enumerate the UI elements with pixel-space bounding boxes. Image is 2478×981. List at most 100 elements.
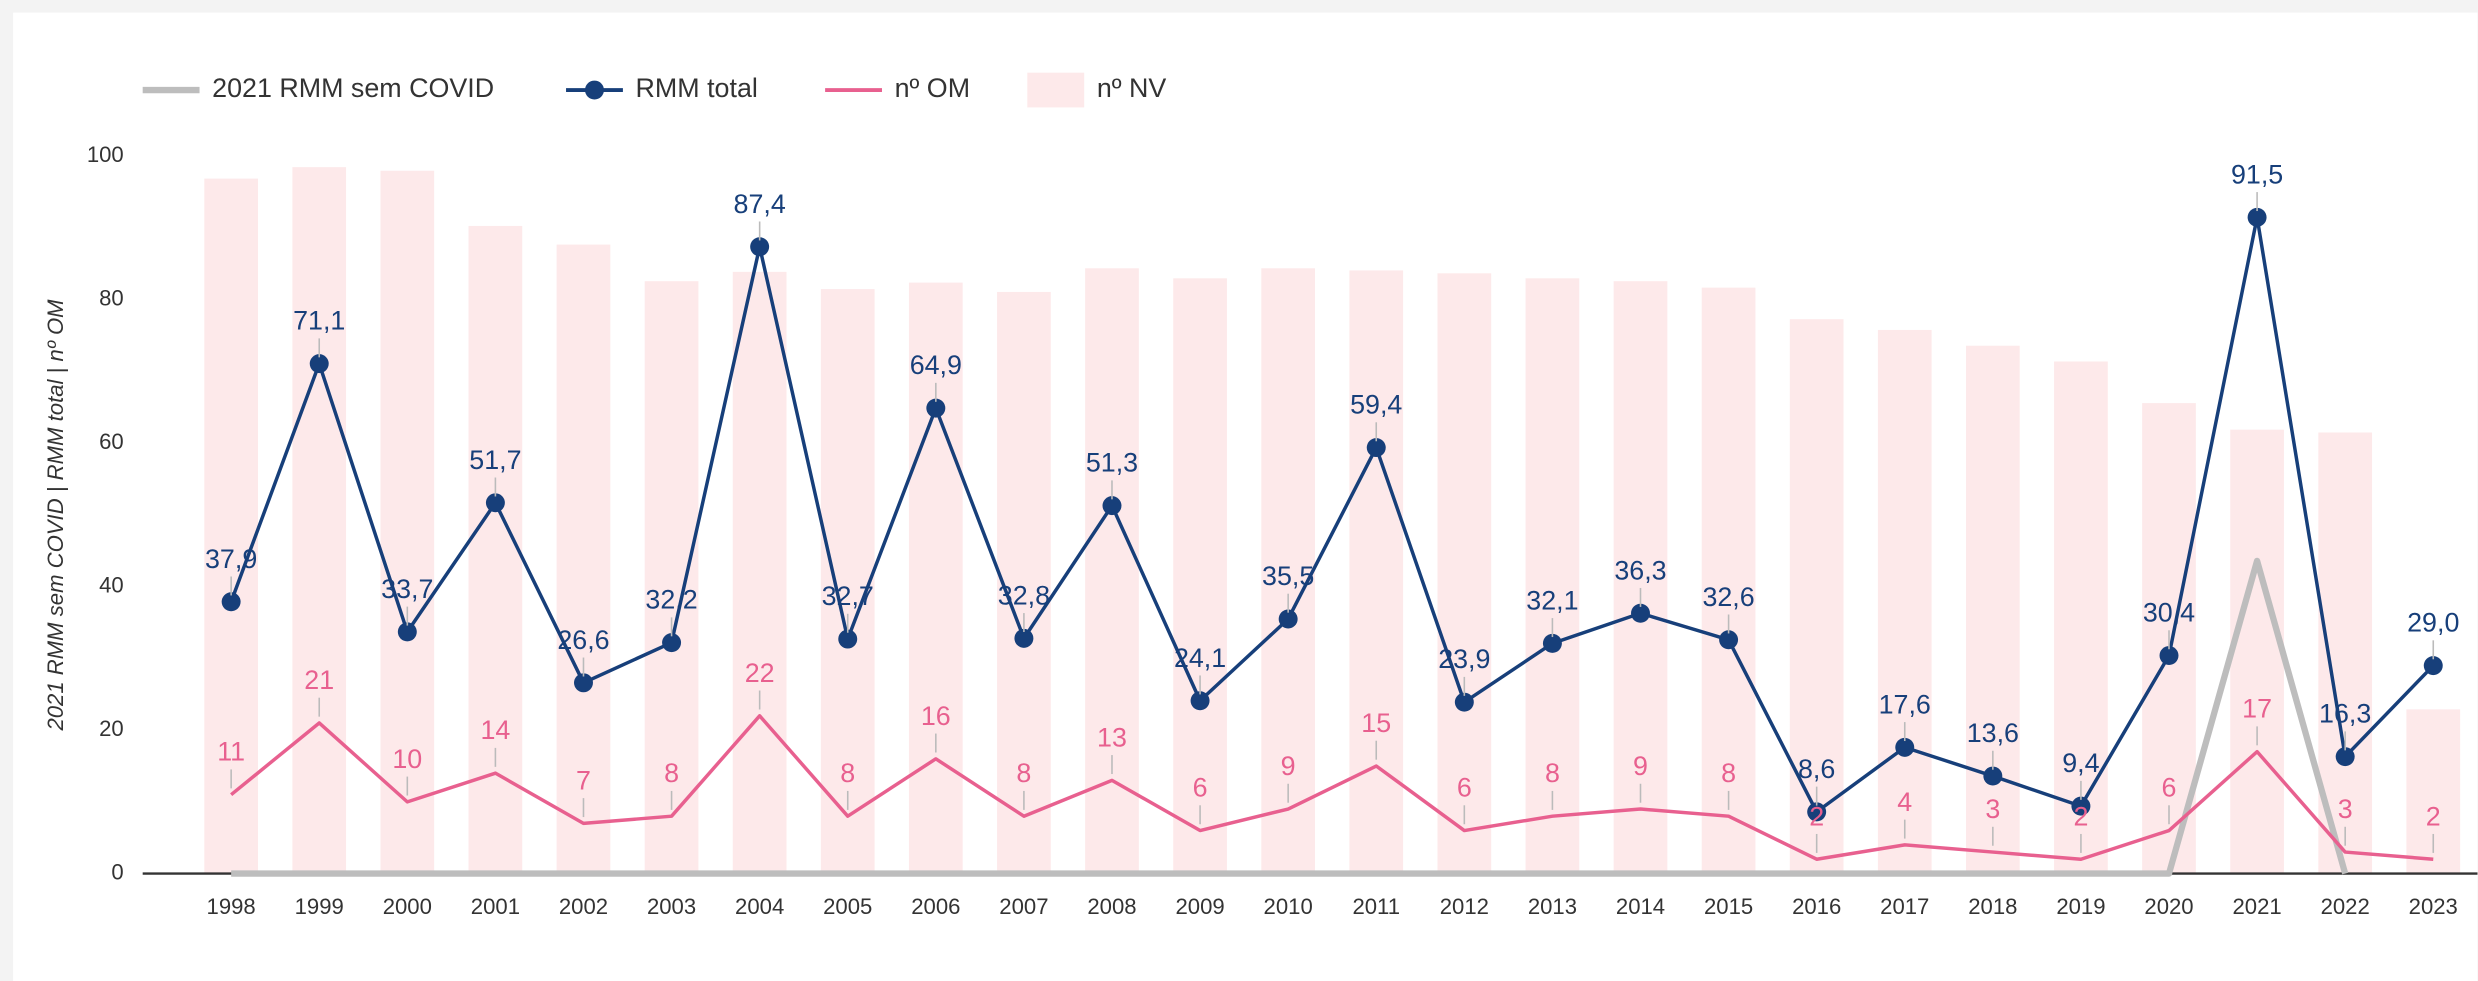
data-label: 32,1 bbox=[1526, 585, 1578, 615]
bar bbox=[1349, 270, 1404, 874]
data-label: 8 bbox=[1016, 758, 1031, 788]
x-tick-label: 2018 bbox=[1968, 894, 2017, 919]
x-tick-label: 2023 bbox=[2409, 894, 2458, 919]
data-label: 4 bbox=[1897, 787, 1912, 817]
legend-label: nº NV bbox=[1097, 73, 1167, 103]
line bbox=[230, 714, 2434, 861]
data-label: 15 bbox=[1361, 708, 1391, 738]
data-label: 8 bbox=[664, 758, 679, 788]
marker bbox=[1278, 609, 1298, 629]
bar bbox=[204, 178, 258, 874]
marker bbox=[2423, 656, 2443, 676]
x-tick-label: 2010 bbox=[1264, 894, 1313, 919]
data-label: 10 bbox=[392, 744, 422, 774]
data-label: 6 bbox=[1193, 773, 1208, 803]
data-label: 2 bbox=[1809, 801, 1824, 831]
x-tick-label: 2012 bbox=[1440, 894, 1489, 919]
line bbox=[231, 557, 2349, 877]
marker bbox=[2335, 747, 2355, 767]
y-tick-label: 80 bbox=[99, 286, 124, 311]
marker bbox=[2247, 207, 2267, 227]
x-tick-label: 2020 bbox=[2144, 894, 2193, 919]
y-tick-label: 20 bbox=[99, 716, 124, 741]
data-label: 21 bbox=[304, 665, 334, 695]
marker bbox=[1454, 692, 1474, 712]
data-label: 37,9 bbox=[205, 544, 257, 574]
data-label: 64,9 bbox=[910, 350, 962, 380]
marker bbox=[397, 622, 417, 642]
data-label: 8 bbox=[840, 758, 855, 788]
marker bbox=[662, 633, 682, 653]
bar bbox=[380, 170, 435, 874]
x-tick-label: 2011 bbox=[1352, 894, 1400, 919]
x-tick-label: 2004 bbox=[735, 894, 784, 919]
marker bbox=[926, 398, 946, 418]
data-label: 3 bbox=[2338, 794, 2353, 824]
bar bbox=[1525, 278, 1580, 874]
data-label: 13,6 bbox=[1967, 718, 2019, 748]
data-label: 6 bbox=[2162, 773, 2177, 803]
bar bbox=[644, 281, 699, 874]
x-tick-label: 2007 bbox=[999, 894, 1048, 919]
x-tick-label: 2014 bbox=[1616, 894, 1665, 919]
data-label: 51,3 bbox=[1086, 448, 1138, 478]
data-label: 9 bbox=[1281, 751, 1296, 781]
data-label: 9,4 bbox=[2062, 748, 2099, 778]
x-tick-label: 2021 bbox=[2232, 894, 2281, 919]
data-label: 9 bbox=[1633, 751, 1648, 781]
bar bbox=[1261, 268, 1316, 874]
bar bbox=[2230, 429, 2284, 874]
data-label: 7 bbox=[576, 765, 591, 795]
legend-label: 2021 RMM sem COVID bbox=[212, 73, 494, 103]
data-label: 35,5 bbox=[1262, 561, 1314, 591]
marker bbox=[1190, 691, 1210, 711]
x-tick-label: 2013 bbox=[1528, 894, 1577, 919]
x-tick-label: 2009 bbox=[1175, 894, 1224, 919]
data-label: 30,4 bbox=[2143, 598, 2195, 628]
data-label: 17,6 bbox=[1879, 689, 1931, 719]
data-label: 17 bbox=[2242, 694, 2272, 724]
data-label: 13 bbox=[1097, 722, 1127, 752]
x-tick-label: 2001 bbox=[471, 894, 520, 919]
x-tick-label: 2000 bbox=[383, 894, 432, 919]
bar bbox=[1789, 319, 1844, 874]
bar bbox=[908, 282, 963, 874]
marker bbox=[221, 592, 241, 612]
marker bbox=[750, 237, 770, 257]
marker bbox=[838, 629, 858, 649]
bar bbox=[1085, 268, 1139, 874]
x-tick-label: 2015 bbox=[1704, 894, 1753, 919]
marker bbox=[1366, 438, 1386, 458]
data-label: 71,1 bbox=[293, 306, 345, 336]
data-label: 33,7 bbox=[381, 574, 433, 604]
marker bbox=[2071, 796, 2091, 816]
marker bbox=[1014, 628, 1034, 648]
marker bbox=[309, 354, 329, 374]
data-label: 36,3 bbox=[1614, 555, 1666, 585]
data-label: 14 bbox=[480, 715, 510, 745]
bar bbox=[732, 271, 787, 874]
legend-label: RMM total bbox=[636, 73, 758, 103]
x-tick-label: 2005 bbox=[823, 894, 872, 919]
data-label: 8,6 bbox=[1798, 754, 1835, 784]
legend-marker bbox=[585, 80, 604, 100]
bar bbox=[1437, 273, 1492, 874]
bar bbox=[1965, 345, 2020, 874]
y-tick-label: 0 bbox=[111, 859, 123, 884]
data-label: 2 bbox=[2426, 801, 2441, 831]
bar bbox=[1173, 278, 1227, 874]
x-tick-label: 1999 bbox=[295, 894, 344, 919]
data-label: 8 bbox=[1545, 758, 1560, 788]
data-label: 87,4 bbox=[734, 189, 786, 219]
data-label: 51,7 bbox=[469, 445, 521, 475]
y-tick-label: 60 bbox=[99, 429, 124, 454]
marker bbox=[2159, 646, 2179, 666]
marker bbox=[1807, 802, 1827, 822]
data-label: 24,1 bbox=[1174, 643, 1226, 673]
data-label: 8 bbox=[1721, 758, 1736, 788]
marker bbox=[1719, 630, 1739, 650]
marker bbox=[1631, 603, 1650, 623]
legend-label: nº OM bbox=[895, 73, 970, 103]
